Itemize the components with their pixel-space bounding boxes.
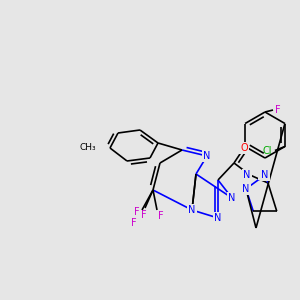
Text: F: F xyxy=(275,105,281,115)
Text: N: N xyxy=(228,193,236,203)
Text: H: H xyxy=(259,170,265,179)
Text: N: N xyxy=(261,170,269,180)
Text: CH₃: CH₃ xyxy=(80,143,96,152)
Text: O: O xyxy=(240,143,248,153)
Text: N: N xyxy=(188,205,196,215)
Text: F: F xyxy=(158,211,164,221)
Text: F: F xyxy=(131,218,137,228)
Text: N: N xyxy=(203,151,211,161)
Text: N: N xyxy=(242,184,250,194)
Text: Cl: Cl xyxy=(262,146,272,157)
Text: F: F xyxy=(134,207,140,217)
Text: N: N xyxy=(214,213,222,223)
Text: N: N xyxy=(243,170,251,180)
Text: F: F xyxy=(141,210,147,220)
